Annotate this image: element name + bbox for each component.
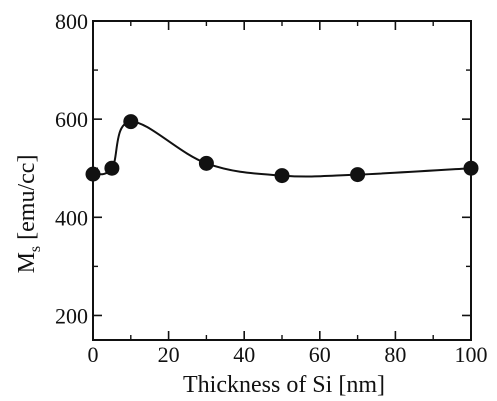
x-axis-label: Thickness of Si [nm] <box>183 372 385 398</box>
y-axis-label-subscript: s <box>27 246 44 252</box>
y-axis-label-unit: [emu/cc] <box>14 155 40 246</box>
y-axis-label: Ms [emu/cc] <box>14 155 44 274</box>
y-axis-label-main: M <box>14 252 40 273</box>
data-point <box>274 168 290 184</box>
x-tick-label: 40 <box>233 342 255 367</box>
data-point <box>104 160 120 176</box>
y-tick-label: 800 <box>55 9 88 34</box>
x-tick-label: 100 <box>455 342 488 367</box>
x-tick-label: 20 <box>158 342 180 367</box>
x-tick-label: 0 <box>88 342 99 367</box>
y-tick-label: 400 <box>55 205 88 230</box>
data-point <box>85 166 101 182</box>
y-tick-label: 600 <box>55 107 88 132</box>
data-series <box>85 114 479 184</box>
x-tick-label: 60 <box>309 342 331 367</box>
ticks <box>92 20 472 340</box>
data-point <box>123 114 139 130</box>
y-tick-label: 200 <box>55 303 88 328</box>
tick-labels: 0 20 40 60 80 100 200 400 600 800 <box>55 9 488 367</box>
data-point <box>198 155 214 171</box>
x-tick-label: 80 <box>384 342 406 367</box>
data-point <box>350 167 366 183</box>
data-point <box>463 160 479 176</box>
